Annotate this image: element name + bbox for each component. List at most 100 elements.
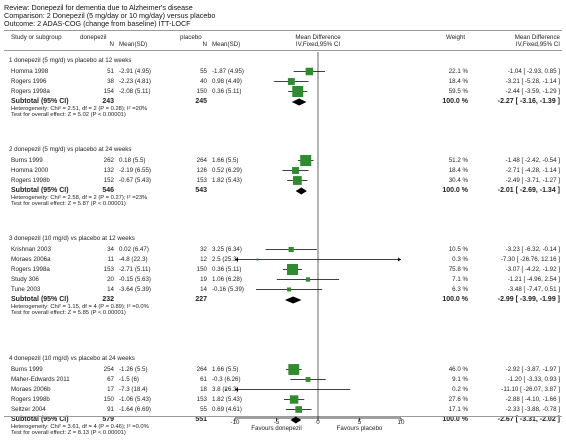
study-name: Maher-Edwards 2011 (11, 376, 70, 383)
study-effect-square (224, 388, 227, 391)
study-md-ci: -2.71 [ -4.28, -1.14 ] (505, 167, 560, 174)
placebo-n: 126 (196, 167, 207, 174)
subtotal-weight: 100.0 % (442, 187, 468, 194)
placebo-mean-sd: 1.66 (5.5) (212, 157, 239, 164)
placebo-n: 55 (200, 406, 207, 413)
placebo-mean-sd: 1.82 (5.43) (212, 177, 242, 184)
donepezil-mean-sd: -4.8 (22.3) (119, 256, 148, 263)
donepezil-n: 14 (107, 286, 114, 293)
placebo-mean-sd: 1.82 (5.43) (212, 396, 242, 403)
placebo-n: 150 (196, 266, 207, 273)
study-weight: 18.4 % (448, 167, 468, 174)
study-name: Rogers 1998a (11, 266, 50, 273)
subtotal-placebo-n: 227 (195, 296, 207, 303)
study-md-ci: -2.49 [ -3.71, -1.27 ] (505, 177, 560, 184)
donepezil-mean-sd: -2.91 (4.95) (119, 68, 151, 75)
study-name: Tune 2003 (11, 286, 41, 293)
donepezil-n: 254 (103, 366, 114, 373)
subgroup-title: 1 donepezil (5 mg/d) vs placebo at 12 we… (9, 57, 132, 64)
subtotal-diamond (291, 98, 307, 106)
study-effect-square (288, 246, 294, 253)
placebo-n: 14 (200, 286, 207, 293)
donepezil-mean-sd: -2.19 (6.55) (119, 167, 151, 174)
study-weight: 0.2 % (452, 386, 468, 393)
study-md-ci: -3.23 [ -6.32, -0.14 ] (505, 246, 560, 253)
study-effect-square (295, 406, 302, 413)
donepezil-mean-sd: 0.18 (5.5) (119, 157, 146, 164)
overall-effect-text: Test for overall effect: Z = 5.02 (P < 0… (11, 112, 126, 118)
comparison-title: Comparison: 2 Donepezil (5 mg/day or 10 … (4, 11, 216, 20)
col-donepezil-mean-header: Mean(SD) (119, 41, 148, 48)
donepezil-n: 20 (107, 276, 114, 283)
col-study-header: Study or subgroup (11, 34, 62, 41)
col-weight-header: Weight (446, 34, 466, 41)
placebo-n: 61 (200, 376, 207, 383)
placebo-mean-sd: 0.52 (6.29) (212, 167, 242, 174)
placebo-mean-sd: 3.25 (6.34) (212, 246, 242, 253)
ci-arrow-right (398, 257, 401, 262)
subtotal-diamond (284, 296, 302, 304)
study-weight: 10.5 % (448, 246, 468, 253)
placebo-mean-sd: 0.36 (5.11) (212, 266, 242, 273)
favours-placebo-label: Favours placebo (336, 425, 383, 432)
study-effect-square (300, 155, 312, 166)
x-axis-tick-label: 0 (316, 419, 320, 426)
study-weight: 18.4 % (448, 78, 468, 85)
header-top-rule (4, 30, 562, 31)
donepezil-n: 132 (103, 167, 114, 174)
donepezil-mean-sd: -0.67 (5.43) (119, 177, 151, 184)
study-weight: 27.6 % (448, 396, 468, 403)
study-name: Burns 1999 (11, 157, 43, 164)
placebo-mean-sd: 0.69 (4.61) (212, 406, 242, 413)
placebo-mean-sd: 2.5 (25.3) (212, 256, 239, 263)
placebo-n: 18 (200, 386, 207, 393)
donepezil-mean-sd: -2.08 (5.11) (119, 88, 151, 95)
x-axis-tick-label: -5 (273, 419, 280, 426)
col-md-header: Mean Difference (295, 34, 341, 41)
study-name: Seltzer 2004 (11, 406, 46, 413)
donepezil-n: 152 (103, 177, 114, 184)
placebo-mean-sd: 1.66 (5.5) (212, 366, 239, 373)
donepezil-n: 38 (107, 78, 114, 85)
heterogeneity-text: Heterogeneity: Chi² = 2.51, df = 2 (P = … (11, 106, 148, 112)
study-effect-square (288, 364, 300, 375)
study-md-ci: -1.48 [ -2.42, -0.54 ] (505, 157, 560, 164)
donepezil-n: 11 (107, 256, 114, 263)
study-effect-square (287, 264, 299, 275)
study-name: Homma 1998 (11, 68, 49, 75)
review-title: Review: Donepezil for dementia due to Al… (4, 3, 193, 12)
study-md-ci: -3.21 [ -5.28, -1.14 ] (505, 78, 560, 85)
donepezil-n: 153 (103, 266, 114, 273)
donepezil-n: 262 (103, 157, 114, 164)
subtotal-label: Subtotal (95% CI) (11, 187, 69, 194)
donepezil-n: 17 (107, 386, 114, 393)
study-effect-square (305, 67, 314, 76)
placebo-n: 19 (200, 276, 207, 283)
subtotal-diamond (290, 416, 302, 424)
heterogeneity-text: Heterogeneity: Chi² = 3.61, df = 4 (P = … (11, 424, 149, 430)
placebo-n: 264 (196, 157, 207, 164)
study-md-ci: -2.44 [ -3.59, -1.29 ] (505, 88, 560, 95)
subtotal-placebo-n: 551 (195, 416, 207, 423)
study-weight: 46.0 % (448, 366, 468, 373)
col-donepezil-header: donepezil (80, 34, 107, 41)
subtotal-md-ci: -2.01 [ -2.69, -1.34 ] (497, 187, 560, 194)
placebo-n: 32 (200, 246, 207, 253)
placebo-n: 40 (200, 78, 207, 85)
study-weight: 30.4 % (448, 177, 468, 184)
placebo-n: 150 (196, 88, 207, 95)
placebo-mean-sd: 1.06 (6.28) (212, 276, 242, 283)
subtotal-donepezil-n: 232 (102, 296, 114, 303)
placebo-mean-sd: -0.16 (5.39) (212, 286, 244, 293)
placebo-mean-sd: 0.36 (5.11) (212, 88, 242, 95)
heterogeneity-text: Heterogeneity: Chi² = 1.15, df = 4 (P = … (11, 304, 149, 310)
overall-effect-text: Test for overall effect: Z = 5.85 (P < 0… (11, 310, 126, 316)
subtotal-donepezil-n: 546 (102, 187, 114, 194)
outcome-title: Outcome: 2 ADAS-COG (change from baselin… (4, 19, 191, 28)
study-effect-square (292, 86, 304, 97)
col-placebo-mean-header: Mean(SD) (212, 41, 241, 48)
footer-rule (4, 416, 562, 417)
study-weight: 6.3 % (452, 286, 468, 293)
study-effect-square (287, 287, 292, 292)
